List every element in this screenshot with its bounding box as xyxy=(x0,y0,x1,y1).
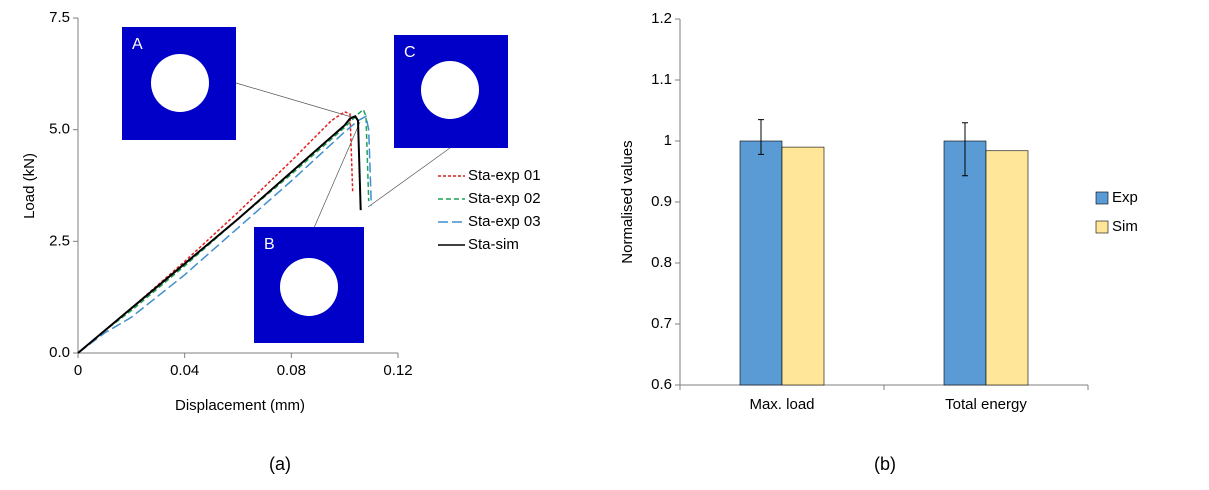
x-tick-label: Max. load xyxy=(749,396,814,413)
legend-label: Sta-exp 03 xyxy=(468,213,541,230)
legend-label: Sta-exp 02 xyxy=(468,190,541,207)
legend-label: Sim xyxy=(1112,218,1138,235)
inset-hole xyxy=(151,54,209,112)
x-tick-label: 0.12 xyxy=(383,362,412,379)
y-tick-label: 0.9 xyxy=(651,193,672,210)
inset-hole xyxy=(421,61,479,119)
caption: (a) xyxy=(269,454,291,474)
inset-label: A xyxy=(132,36,143,53)
bar xyxy=(944,141,986,385)
legend-label: Exp xyxy=(1112,189,1138,206)
bar xyxy=(740,141,782,385)
leader-line xyxy=(236,83,355,118)
x-axis-label: Displacement (mm) xyxy=(175,397,305,414)
x-tick-label: 0 xyxy=(74,362,82,379)
figure: (a) Load (kN) Displacement (mm) (b) Norm… xyxy=(0,0,1209,490)
y-tick-label: 0.0 xyxy=(49,344,70,361)
bar xyxy=(986,151,1028,385)
y-tick-label: 0.6 xyxy=(651,376,672,393)
y-tick-label: 0.7 xyxy=(651,315,672,332)
y-axis-label: Load (kN) xyxy=(21,153,38,219)
x-tick-label: Total energy xyxy=(945,396,1027,413)
inset-hole xyxy=(280,258,338,316)
y-tick-label: 1 xyxy=(664,132,672,149)
y-tick-label: 5.0 xyxy=(49,121,70,138)
x-tick-label: 0.08 xyxy=(277,362,306,379)
y-tick-label: 1.1 xyxy=(651,71,672,88)
y-axis-label: Normalised values xyxy=(619,140,636,263)
legend-label: Sta-sim xyxy=(468,236,519,253)
y-tick-label: 0.8 xyxy=(651,254,672,271)
leader-line xyxy=(368,148,450,207)
y-tick-label: 7.5 xyxy=(49,9,70,26)
x-tick-label: 0.04 xyxy=(170,362,199,379)
legend-swatch xyxy=(1096,192,1108,204)
legend-label: Sta-exp 01 xyxy=(468,167,541,184)
legend-swatch xyxy=(1096,221,1108,233)
inset-label: B xyxy=(264,236,275,253)
bar xyxy=(782,147,824,385)
inset-label: C xyxy=(404,44,416,61)
y-tick-label: 2.5 xyxy=(49,232,70,249)
y-tick-label: 1.2 xyxy=(651,10,672,27)
caption: (b) xyxy=(874,454,896,474)
